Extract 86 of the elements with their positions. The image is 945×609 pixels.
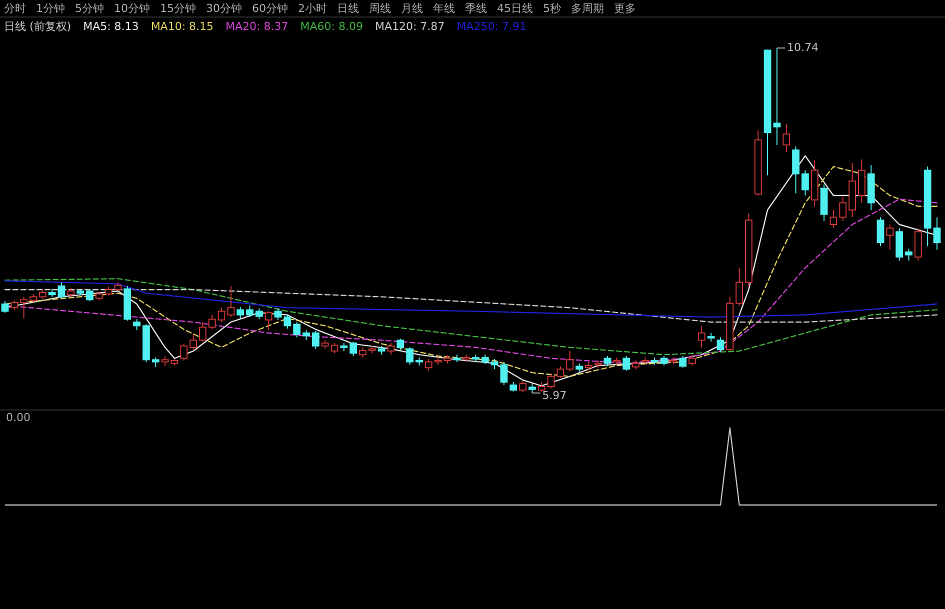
candlestick: [255, 308, 263, 320]
candlestick: [20, 296, 28, 320]
text: 2小时: [298, 2, 327, 15]
candlestick: [274, 308, 282, 320]
candlestick: [190, 334, 197, 350]
candlestick: [528, 383, 536, 394]
candlestick: [933, 216, 941, 250]
text: 季线: [465, 2, 487, 15]
candlestick: [830, 210, 838, 229]
text: 5分钟: [75, 2, 104, 15]
text: 15分钟: [160, 2, 196, 15]
candlestick: [246, 304, 254, 318]
candlestick: [556, 366, 564, 378]
candlestick: [424, 358, 432, 372]
candlestick: [152, 357, 160, 368]
candlestick: [161, 356, 169, 367]
candlestick: [406, 346, 414, 366]
text: 1分钟: [36, 2, 65, 15]
candlestick: [679, 356, 687, 368]
annotation: 5.97: [542, 389, 567, 402]
candlestick: [538, 382, 546, 392]
candlestick: [198, 322, 206, 342]
candlestick: [792, 146, 800, 194]
chart-title: 日线 (前复权): [4, 20, 72, 33]
text: MA5: 8.13: [83, 20, 139, 33]
candlestick: [622, 356, 630, 372]
candlestick: [208, 314, 216, 330]
text: 更多: [614, 2, 636, 15]
text: MA20: 8.37: [226, 20, 288, 33]
candlestick: [359, 346, 366, 358]
text: 多周期: [571, 2, 604, 15]
candlestick: [302, 330, 310, 341]
candlestick: [490, 358, 498, 370]
text: MA10: 8.15: [150, 20, 214, 33]
candlestick: [905, 248, 912, 262]
candlestick: [180, 343, 188, 361]
candlestick: [293, 322, 301, 338]
candlestick: [133, 318, 140, 331]
text: MA60: 8.09: [300, 20, 363, 33]
text: 日线: [337, 2, 359, 15]
candlestick: [312, 330, 320, 350]
text: 分时: [4, 2, 26, 15]
text: 年线: [433, 2, 455, 15]
candlestick: [1, 300, 9, 314]
candlestick: [716, 336, 724, 352]
candlestick: [58, 282, 66, 299]
text: 60分钟: [252, 2, 288, 15]
candlestick: [698, 325, 706, 348]
text: 30分钟: [206, 2, 242, 15]
candlestick: [396, 338, 404, 351]
candlestick: [481, 354, 489, 365]
text: 月线: [401, 2, 423, 15]
candlestick: [802, 170, 809, 196]
candlestick: [839, 196, 847, 222]
candlestick: [350, 341, 358, 357]
candlestick: [519, 380, 526, 393]
text: 45日线: [497, 2, 533, 15]
candlestick: [604, 356, 612, 367]
candlestick: [736, 267, 744, 306]
candlestick: [773, 48, 781, 146]
text: 10分钟: [114, 2, 150, 15]
candlestick: [86, 289, 94, 302]
text: 5秒: [543, 2, 561, 15]
candlestick: [387, 342, 395, 356]
candlestick: [218, 307, 226, 323]
text: MA250: 7.91: [456, 20, 526, 33]
candlestick: [227, 285, 235, 318]
candlestick: [566, 350, 574, 372]
candlestick: [688, 354, 696, 366]
text: MA120: 7.87: [374, 20, 445, 33]
annotation: 10.74: [786, 41, 818, 54]
candlestick: [782, 123, 790, 153]
candlestick: [500, 361, 508, 386]
text: 周线: [369, 2, 391, 15]
candlestick: [236, 306, 244, 320]
candlestick: [330, 342, 338, 354]
candlestick: [284, 314, 292, 330]
candlestick: [510, 382, 518, 392]
candlestick: [886, 224, 894, 250]
candlestick: [10, 300, 18, 310]
candlestick: [660, 356, 668, 366]
candlestick: [876, 216, 884, 247]
candlestick: [38, 289, 46, 300]
candlestick: [547, 372, 555, 390]
candlestick: [264, 310, 272, 331]
text: 0.00: [6, 411, 30, 424]
